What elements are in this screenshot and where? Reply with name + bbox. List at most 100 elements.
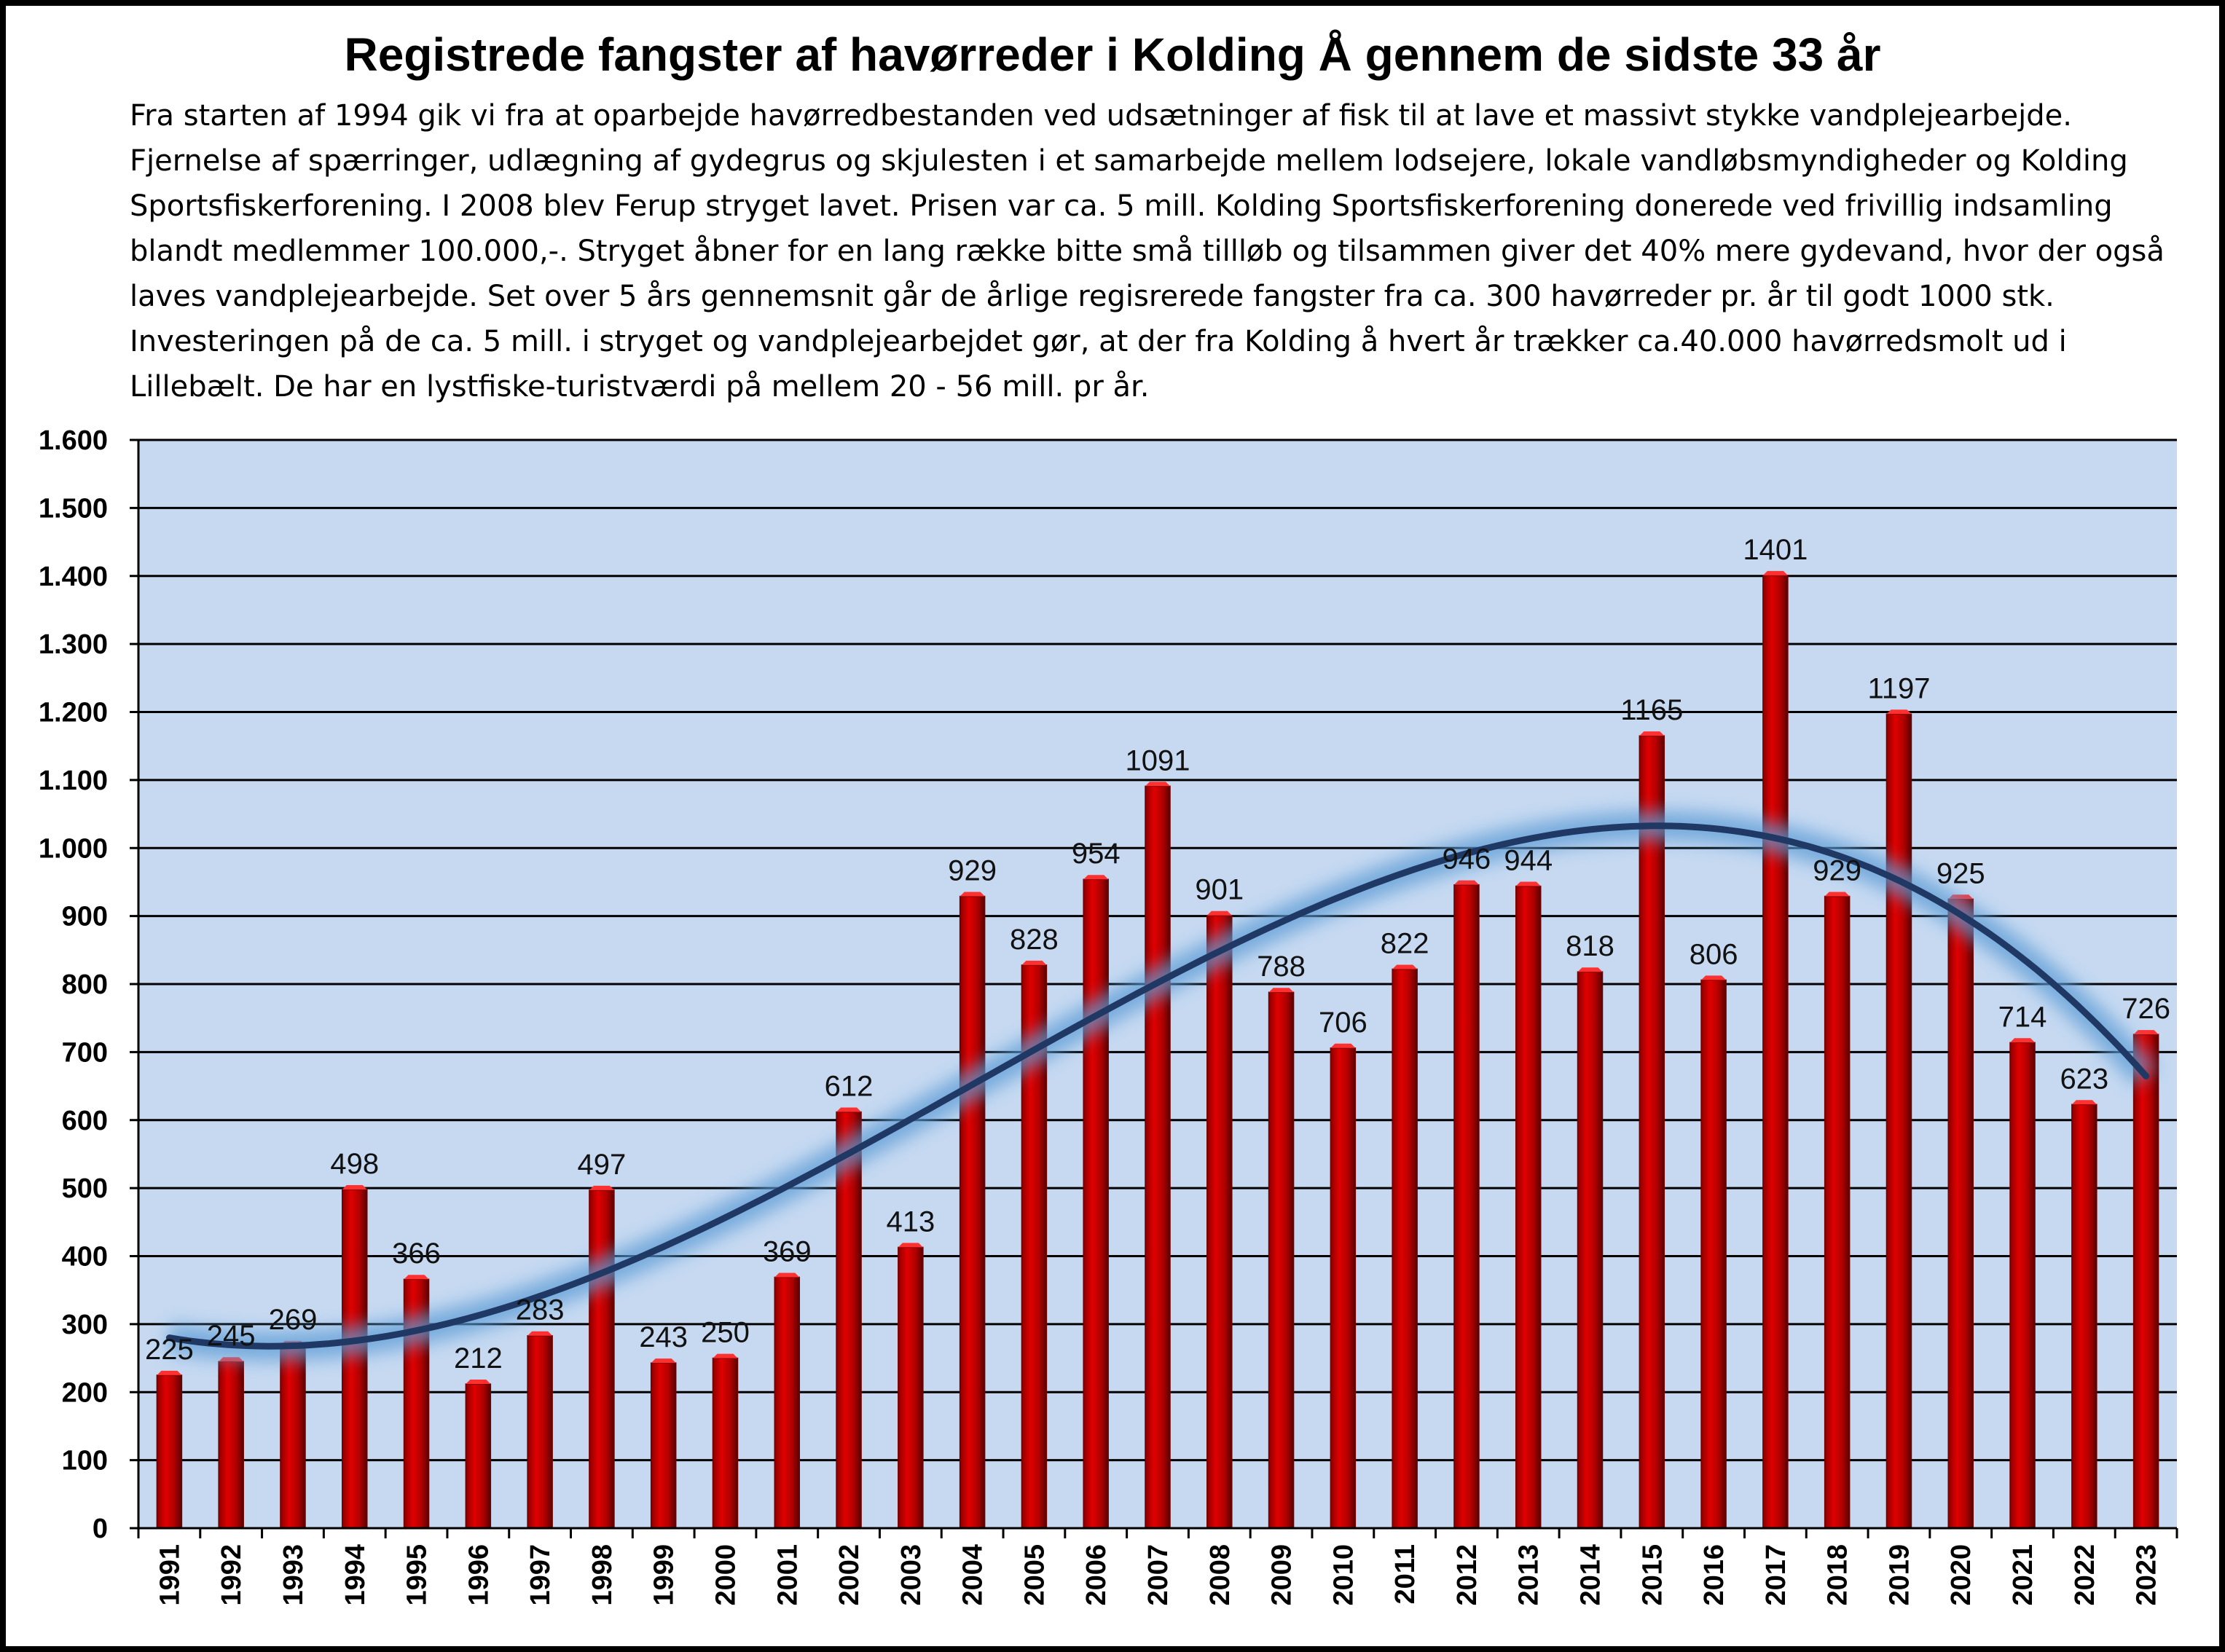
y-tick-label: 700: [62, 1037, 108, 1068]
bar: [1762, 570, 1789, 1529]
y-tick-label: 300: [62, 1310, 108, 1340]
bar: [836, 1107, 862, 1529]
data-label: 946: [1443, 843, 1491, 876]
bar: [465, 1380, 492, 1529]
bar: [1639, 731, 1665, 1529]
bar: [218, 1357, 244, 1529]
data-label: 706: [1319, 1007, 1367, 1039]
x-tick-label: 2018: [1823, 1544, 1853, 1606]
bar: [1330, 1043, 1357, 1529]
x-tick-label: 2004: [958, 1544, 989, 1606]
bar: [650, 1358, 677, 1529]
data-label: 225: [145, 1334, 194, 1366]
x-tick-label: 1991: [154, 1544, 185, 1606]
x-tick-label: 1993: [278, 1544, 309, 1606]
x-tick-label: 2017: [1761, 1544, 1792, 1606]
y-tick-label: 400: [62, 1242, 108, 1273]
x-tick-label: 2019: [1884, 1544, 1915, 1606]
bar: [589, 1185, 615, 1529]
x-tick-label: 1997: [525, 1544, 556, 1606]
x-tick-label: 2013: [1514, 1544, 1545, 1606]
y-tick-label: 500: [62, 1173, 108, 1204]
x-tick-label: 1995: [402, 1544, 433, 1606]
y-tick-label: 100: [62, 1446, 108, 1476]
bar: [1824, 892, 1851, 1529]
x-tick-label: 2001: [772, 1544, 803, 1606]
data-label: 1091: [1126, 744, 1190, 776]
x-tick-label: 2003: [896, 1544, 927, 1606]
x-tick-label: 1992: [216, 1544, 247, 1606]
x-tick-label: 2014: [1576, 1544, 1606, 1606]
bar: [1577, 967, 1604, 1529]
bar: [1206, 910, 1233, 1529]
x-tick-label: 2007: [1143, 1544, 1174, 1606]
bar: [1083, 875, 1109, 1529]
bar: [712, 1353, 739, 1529]
bar: [1885, 709, 1912, 1529]
bar: [1145, 782, 1171, 1529]
data-label: 822: [1381, 927, 1429, 959]
trendline-path: [165, 822, 2150, 1350]
data-label: 1197: [1867, 672, 1930, 704]
data-label: 269: [269, 1304, 318, 1336]
bar: [2132, 1030, 2159, 1529]
bar: [1947, 894, 1974, 1529]
x-tick-label: 2016: [1699, 1544, 1730, 1606]
bar: [1453, 880, 1480, 1529]
data-label: 954: [1072, 838, 1121, 870]
bar: [898, 1243, 924, 1529]
data-label: 925: [1936, 857, 1985, 889]
chart-title: Registrede fangster af havørreder i Kold…: [344, 28, 1881, 81]
bar: [2009, 1038, 2036, 1529]
trendline: [165, 811, 2157, 1361]
data-label: 828: [1010, 924, 1059, 956]
x-tick-label: 2002: [834, 1544, 865, 1606]
x-tick-label: 2009: [1267, 1544, 1298, 1606]
bar: [2071, 1100, 2098, 1529]
data-label: 726: [2122, 993, 2170, 1025]
y-tick-label: 0: [93, 1514, 108, 1544]
data-label: 623: [2060, 1063, 2108, 1095]
y-tick-label: 800: [62, 969, 108, 1000]
x-tick-label: 2021: [2008, 1544, 2038, 1606]
data-label: 806: [1690, 938, 1738, 970]
x-tick-label: 1996: [463, 1544, 494, 1606]
x-tick-label: 2012: [1452, 1544, 1483, 1606]
y-tick-label: 600: [62, 1106, 108, 1136]
y-tick-label: 1.100: [39, 766, 108, 796]
bar: [156, 1370, 183, 1529]
data-label: 413: [886, 1205, 935, 1238]
data-label: 714: [1998, 1001, 2047, 1033]
bar: [342, 1184, 368, 1529]
data-label: 901: [1195, 874, 1244, 906]
chart-description: Fra starten af 1994 gik vi fra at oparbe…: [130, 99, 2165, 404]
data-label: 212: [454, 1342, 503, 1374]
x-tick-label: 1998: [587, 1544, 618, 1606]
x-tick-label: 2011: [1390, 1544, 1421, 1604]
x-tick-label: 2000: [710, 1544, 741, 1606]
data-label: 929: [948, 855, 997, 887]
bar: [1268, 988, 1295, 1529]
x-tick-label: 2006: [1081, 1544, 1112, 1606]
data-label: 497: [578, 1149, 627, 1181]
x-tick-label: 2020: [1946, 1544, 1977, 1606]
y-tick-label: 900: [62, 902, 108, 932]
data-label: 283: [516, 1294, 565, 1326]
x-tick-label: 2010: [1328, 1544, 1359, 1606]
axes: 0 100 200 300 400 500 600 700 800 900 1.000 1.100 1.…: [39, 425, 2178, 1606]
data-label: 369: [763, 1235, 812, 1267]
data-label: 818: [1566, 930, 1614, 962]
bar: [959, 892, 986, 1529]
data-label: 944: [1504, 845, 1553, 877]
y-tick-label: 1.600: [39, 425, 108, 456]
bar: [527, 1331, 553, 1529]
y-tick-label: 200: [62, 1377, 108, 1408]
y-tick-label: 1.400: [39, 562, 108, 592]
y-tick-label: 1.200: [39, 698, 108, 728]
data-label: 1165: [1620, 694, 1683, 726]
data-label: 250: [701, 1317, 750, 1349]
y-tick-label: 1.000: [39, 833, 108, 864]
data-label: 1401: [1743, 534, 1808, 566]
x-tick-label: 2022: [2070, 1544, 2100, 1606]
